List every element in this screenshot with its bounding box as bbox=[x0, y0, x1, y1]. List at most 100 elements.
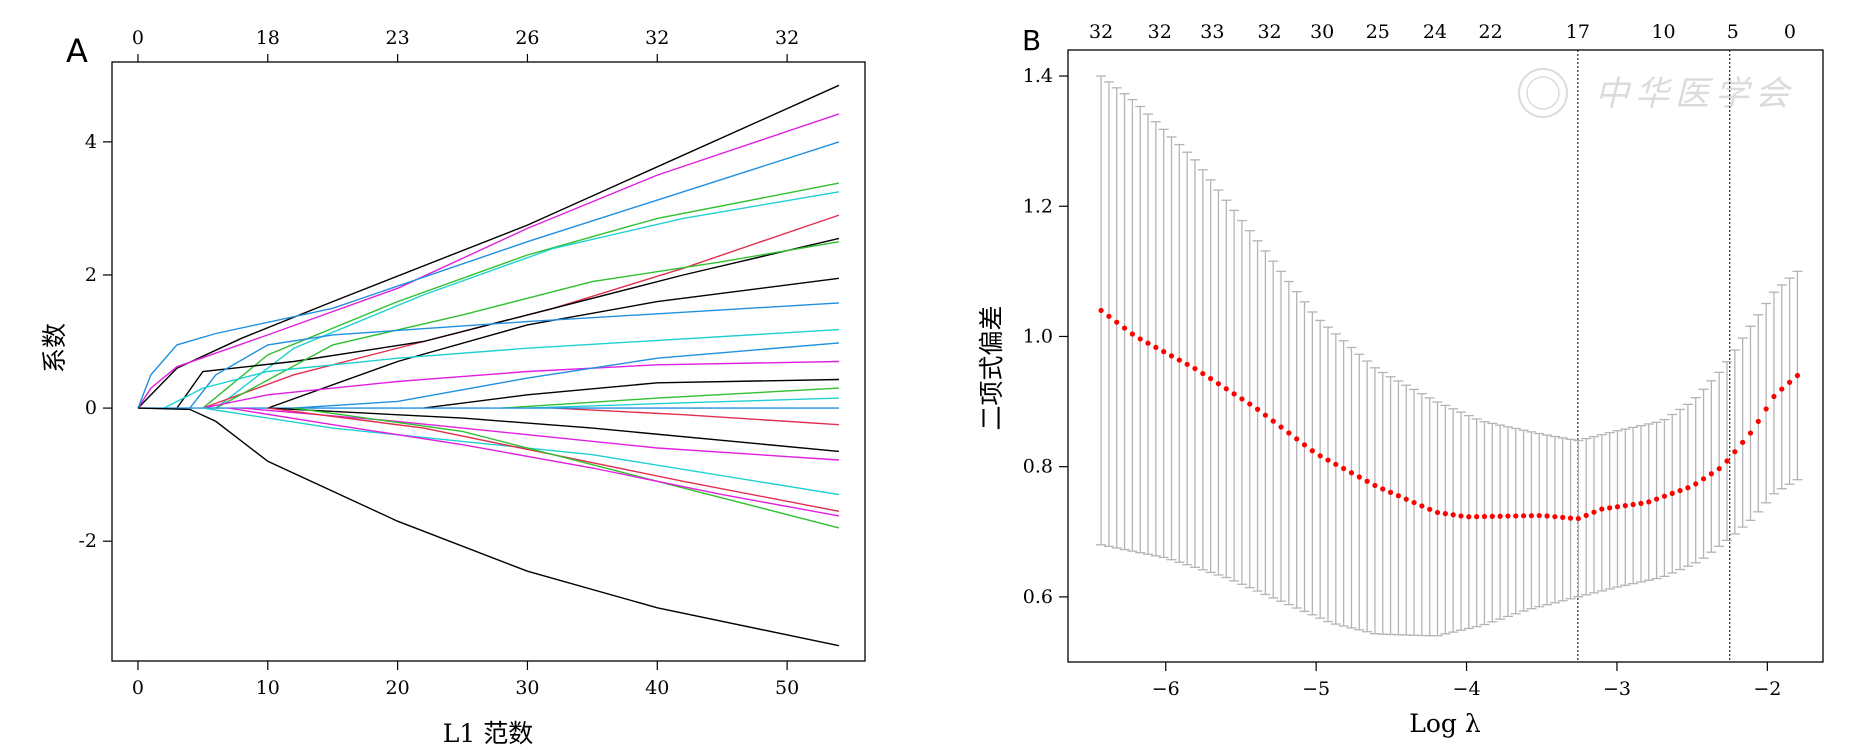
coefficient-path-16 bbox=[527, 397, 840, 409]
top-tick-label: 10 bbox=[1651, 21, 1675, 43]
panel-a-y-axis: -2 0 2 4 bbox=[78, 131, 112, 552]
top-tick-label: 25 bbox=[1366, 21, 1390, 43]
x-tick-label: −3 bbox=[1603, 678, 1631, 700]
mean-deviance-point bbox=[1575, 515, 1581, 522]
panel-a-frame bbox=[111, 61, 866, 662]
top-tick-label: 32 bbox=[1257, 21, 1281, 43]
mean-deviance-point bbox=[1286, 430, 1292, 436]
top-tick-label: 18 bbox=[256, 27, 280, 49]
coefficient-path-17 bbox=[553, 407, 840, 426]
coefficient-path-14 bbox=[423, 378, 840, 409]
watermark-seal-inner-icon bbox=[1526, 76, 1560, 110]
coefficient-path-4 bbox=[202, 182, 840, 409]
mean-deviance-point bbox=[1380, 486, 1386, 492]
mean-deviance-point bbox=[1200, 370, 1206, 377]
mean-deviance-point bbox=[1583, 512, 1589, 518]
mean-deviance-point bbox=[1168, 353, 1175, 359]
mean-deviance-point bbox=[1544, 513, 1550, 519]
panel-b-frame bbox=[1067, 49, 1824, 663]
mean-deviance-point bbox=[1528, 513, 1535, 519]
mean-deviance-point bbox=[1395, 493, 1402, 499]
mean-deviance-point bbox=[1121, 325, 1128, 331]
mean-deviance-point bbox=[1356, 474, 1362, 480]
mean-deviance-point bbox=[1779, 386, 1785, 392]
mean-deviance-point bbox=[1520, 513, 1527, 519]
mean-deviance-point bbox=[1098, 307, 1104, 314]
panel-b-y-label: 二项式偏差 bbox=[977, 305, 1006, 430]
top-tick-label: 22 bbox=[1479, 21, 1503, 43]
mean-deviance-point bbox=[1771, 393, 1777, 400]
mean-deviance-point bbox=[1763, 406, 1769, 412]
panel-a-x-axis: 0 10 20 30 40 50 bbox=[132, 661, 799, 699]
panel-a-letter: A bbox=[66, 32, 88, 70]
mean-deviance-point bbox=[1732, 449, 1738, 455]
mean-deviance-point bbox=[1176, 357, 1182, 363]
mean-deviance-point bbox=[1607, 505, 1613, 511]
coefficient-path-9 bbox=[267, 277, 840, 409]
mean-deviance-point bbox=[1325, 457, 1331, 463]
mean-deviance-point bbox=[1427, 506, 1433, 512]
panel-a-top-axis: 0 18 23 26 32 32 bbox=[132, 27, 799, 62]
coefficient-path-22 bbox=[267, 407, 840, 512]
mean-deviance-point bbox=[1301, 442, 1308, 448]
coefficient-path-25 bbox=[137, 407, 840, 647]
mean-deviance-point bbox=[1231, 391, 1237, 397]
mean-deviance-point bbox=[1653, 496, 1660, 502]
top-tick-label: 32 bbox=[645, 27, 669, 49]
top-tick-label: 32 bbox=[1089, 21, 1113, 43]
mean-deviance-point bbox=[1567, 515, 1574, 521]
coefficient-path-23 bbox=[293, 407, 840, 529]
mean-deviance-point bbox=[1560, 514, 1566, 521]
mean-deviance-point bbox=[1458, 513, 1464, 519]
mean-deviance-point bbox=[1630, 501, 1636, 508]
top-tick-label: 26 bbox=[515, 27, 539, 49]
mean-deviance-point bbox=[1129, 331, 1135, 337]
mean-deviance-point bbox=[1599, 506, 1605, 512]
mean-deviance-point bbox=[1716, 466, 1722, 472]
panel-b-letter: B bbox=[1022, 24, 1041, 57]
mean-deviance-point bbox=[1614, 504, 1621, 510]
mean-deviance-point bbox=[1341, 465, 1347, 472]
coefficient-path-24 bbox=[228, 407, 840, 517]
mean-deviance-point bbox=[1638, 500, 1644, 506]
mean-deviance-point bbox=[1497, 513, 1503, 519]
coefficient-path-15 bbox=[501, 387, 840, 409]
mean-deviance-point bbox=[1262, 412, 1268, 418]
panel-b-x-axis: −6 −5 −4 −3 −2 bbox=[1152, 662, 1781, 700]
mean-deviance-point bbox=[1591, 509, 1597, 515]
top-tick-label: 33 bbox=[1200, 21, 1224, 43]
y-tick-label: -2 bbox=[78, 530, 97, 552]
mean-deviance-point bbox=[1489, 513, 1495, 519]
coefficient-path-10 bbox=[189, 302, 840, 409]
mean-deviance-point bbox=[1466, 514, 1472, 520]
x-tick-label: 10 bbox=[256, 677, 280, 699]
panel-a: 0 10 20 30 40 50 -2 0 2 4 0 18 23 26 32 32 L1 范数 系数 bbox=[40, 27, 866, 748]
mean-deviance-point bbox=[1364, 478, 1370, 484]
coefficient-path-13 bbox=[293, 342, 840, 409]
mean-deviance-point bbox=[1278, 424, 1284, 430]
mean-deviance-point bbox=[1114, 319, 1120, 325]
mean-deviance-point bbox=[1372, 482, 1378, 489]
mean-deviance-point bbox=[1434, 509, 1441, 516]
top-tick-label: 0 bbox=[1784, 21, 1796, 43]
y-tick-label: 1.4 bbox=[1023, 65, 1053, 87]
panel-b-mean-points bbox=[1098, 307, 1801, 522]
x-tick-label: 0 bbox=[132, 677, 144, 699]
mean-deviance-point bbox=[1215, 381, 1222, 387]
x-tick-label: 30 bbox=[515, 677, 539, 699]
coefficient-path-1 bbox=[137, 84, 840, 409]
mean-deviance-point bbox=[1161, 349, 1167, 355]
mean-deviance-point bbox=[1685, 485, 1691, 491]
x-tick-label: −4 bbox=[1453, 678, 1481, 700]
panel-b-error-bars bbox=[1096, 75, 1803, 637]
mean-deviance-point bbox=[1442, 510, 1448, 517]
coefficient-path-5 bbox=[215, 191, 840, 409]
panel-a-x-label: L1 范数 bbox=[443, 719, 533, 748]
mean-deviance-point bbox=[1333, 461, 1339, 467]
coefficient-path-7 bbox=[176, 237, 840, 409]
x-tick-label: −6 bbox=[1152, 678, 1180, 700]
mean-deviance-point bbox=[1677, 487, 1683, 494]
y-tick-label: 1.0 bbox=[1023, 325, 1053, 347]
mean-deviance-point bbox=[1184, 361, 1190, 367]
